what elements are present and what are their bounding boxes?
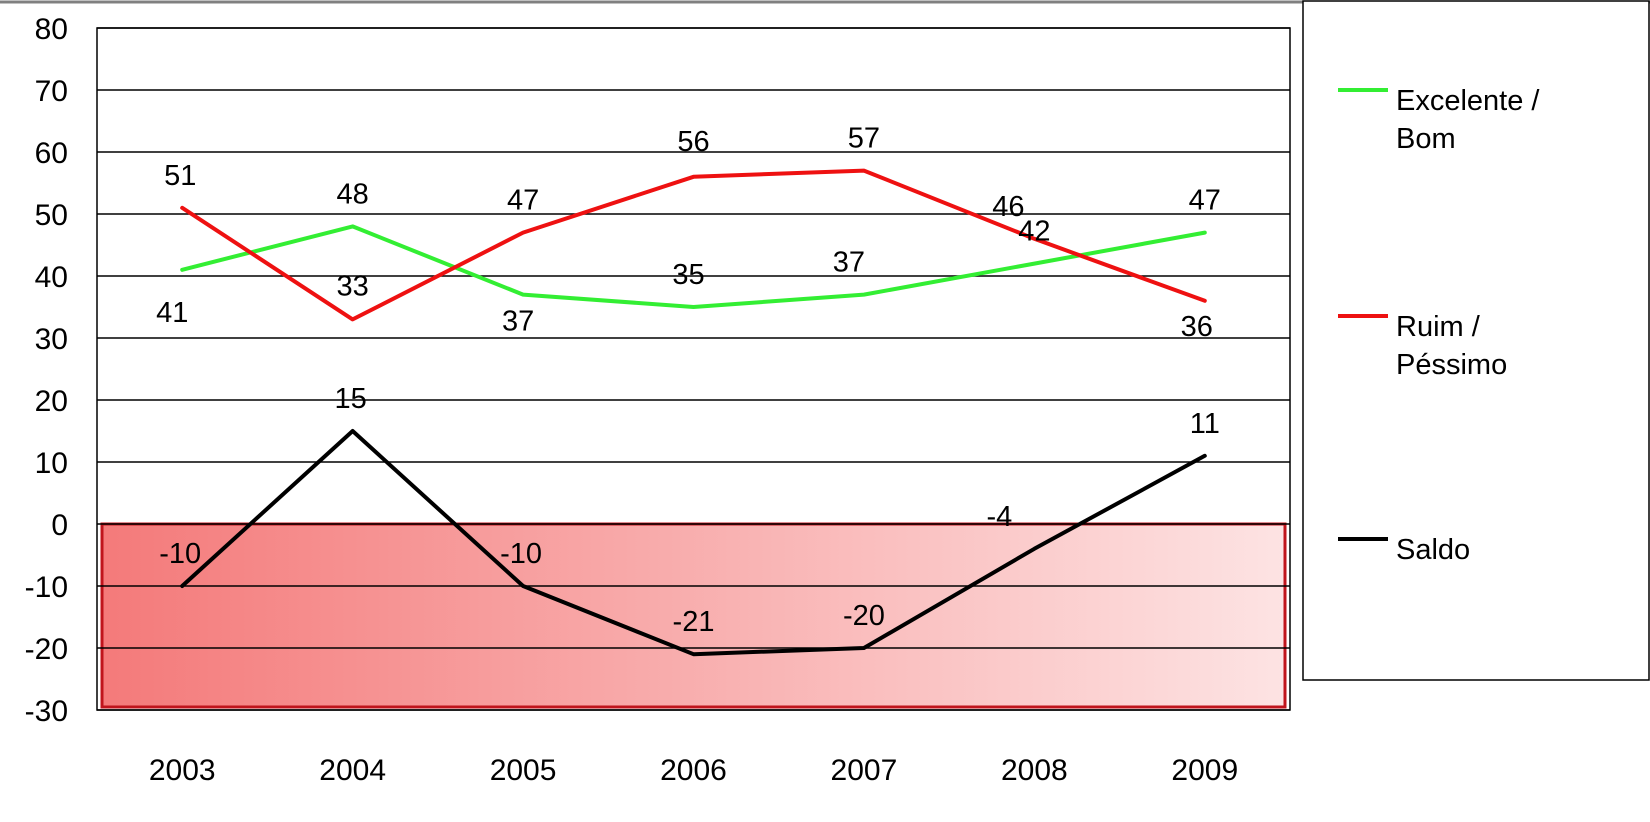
- x-tick-label: 2009: [1171, 754, 1238, 787]
- y-tick-label: -20: [25, 633, 68, 666]
- data-label: 51: [164, 160, 196, 192]
- data-label: 56: [677, 126, 709, 158]
- data-label: -21: [673, 606, 715, 638]
- series-line-2: [180, 429, 1207, 657]
- data-label: 37: [833, 247, 865, 279]
- y-tick-label: 30: [35, 323, 68, 356]
- data-label: 57: [848, 123, 880, 155]
- data-label: 11: [1190, 408, 1220, 440]
- data-label: -4: [986, 501, 1012, 533]
- y-tick-label: -10: [25, 571, 68, 604]
- legend-label: Excelente /: [1396, 85, 1540, 117]
- y-tick-label: 40: [35, 261, 68, 294]
- legend-label: Ruim /: [1396, 311, 1481, 343]
- data-label: 41: [156, 297, 188, 329]
- legend: Excelente / Bom Ruim / Péssimo Saldo: [1302, 0, 1650, 681]
- data-label: -10: [500, 538, 542, 570]
- y-tick-label: 70: [35, 75, 68, 108]
- series-layer: [180, 168, 1207, 657]
- data-label: -10: [159, 538, 201, 570]
- x-tick-label: 2003: [149, 754, 216, 787]
- plot-border: [96, 27, 1291, 711]
- legend-label: Bom: [1396, 123, 1456, 155]
- legend-box: [1302, 0, 1650, 681]
- data-label: 15: [335, 383, 367, 415]
- legend-label: Péssimo: [1396, 349, 1507, 381]
- data-label: 47: [1189, 185, 1221, 217]
- plot-area: 80 70 60 50 40 30 20 10 0 -10 -20 -30 2003 2004 2005 20…: [25, 13, 1291, 787]
- data-label: 42: [1018, 216, 1050, 248]
- x-tick-label: 2006: [660, 754, 727, 787]
- y-tick-label: 20: [35, 385, 68, 418]
- data-label: 35: [672, 259, 704, 291]
- legend-label: Saldo: [1396, 534, 1470, 566]
- y-tick-label: 50: [35, 199, 68, 232]
- data-label: 36: [1181, 311, 1213, 343]
- data-label: 37: [502, 306, 534, 338]
- data-label: 33: [337, 270, 369, 302]
- y-tick-label: 0: [51, 509, 68, 542]
- data-label: 48: [337, 178, 369, 210]
- negative-region-band: [100, 522, 1287, 709]
- data-label: -20: [843, 600, 885, 632]
- x-tick-label: 2004: [319, 754, 386, 787]
- data-label: 47: [507, 185, 539, 217]
- y-tick-label: 60: [35, 137, 68, 170]
- data-labels: 41 48 37 35 37 42 47 51 33 47 56 57 46 36 -10 15 -10 -21 -…: [156, 123, 1221, 639]
- data-label: 46: [992, 191, 1024, 223]
- x-tick-label: 2008: [1001, 754, 1068, 787]
- y-tick-label: 10: [35, 447, 68, 480]
- series-line-1: [180, 168, 1207, 322]
- x-tick-label: 2007: [831, 754, 898, 787]
- x-tick-label: 2005: [490, 754, 557, 787]
- y-tick-label: -30: [25, 695, 68, 728]
- y-tick-label: 80: [35, 13, 68, 46]
- series-line-0: [180, 224, 1207, 309]
